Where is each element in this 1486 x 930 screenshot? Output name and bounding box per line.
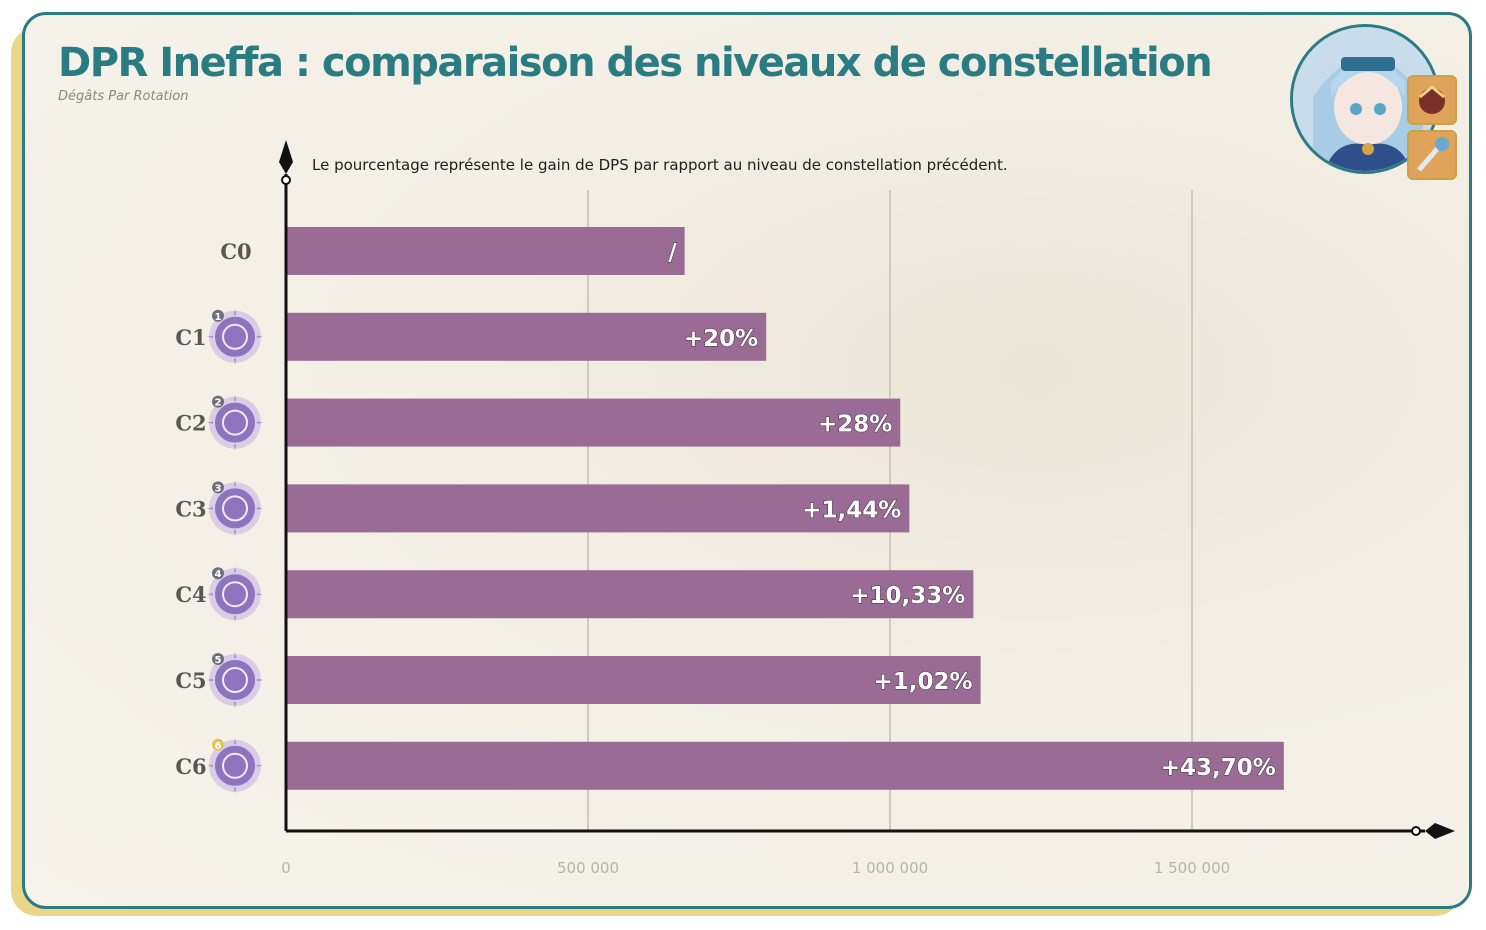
category-label: C4 xyxy=(175,582,206,607)
constellation-badge-number: 2 xyxy=(215,398,222,409)
x-axis-arrow-icon xyxy=(1425,823,1455,839)
category-label: C3 xyxy=(175,496,206,521)
bar xyxy=(286,312,767,361)
constellation-icon: 2 xyxy=(207,394,263,451)
constellation-icon-disc xyxy=(213,314,257,359)
x-tick-label: 0 xyxy=(281,859,291,877)
bar xyxy=(286,570,974,619)
chart-note: Le pourcentage représente le gain de DPS… xyxy=(312,156,1008,174)
constellation-icon-glyph xyxy=(222,667,248,693)
bar-value-label: +43,70% xyxy=(1161,755,1276,781)
constellation-icon-glyph xyxy=(222,752,248,779)
constellation-badge xyxy=(212,567,224,580)
bar xyxy=(286,656,981,704)
constellation-badge-number: 1 xyxy=(215,312,222,323)
constellation-icon-glyph xyxy=(222,495,248,522)
constellation-icon: 3 xyxy=(207,480,263,537)
bar-value-label: +28% xyxy=(818,412,892,438)
constellation-badge xyxy=(212,653,224,665)
chart-title: DPR Ineffa : comparaison des niveaux de … xyxy=(58,40,1213,86)
constellation-icon-disc xyxy=(213,572,257,617)
bar xyxy=(286,484,910,533)
constellation-badge-number: 5 xyxy=(215,655,222,666)
constellation-badge-number: 3 xyxy=(215,483,222,494)
constellation-badge xyxy=(212,309,224,322)
bar-value-label: / xyxy=(668,240,677,266)
bar xyxy=(286,227,685,275)
constellation-icon: 6 xyxy=(207,737,263,794)
chart-subtitle: Dégâts Par Rotation xyxy=(58,89,189,104)
constellation-icon-disc xyxy=(213,658,257,702)
constellation-badge xyxy=(212,481,224,494)
weapon-icon xyxy=(1407,130,1457,180)
constellation-icon: 5 xyxy=(207,652,263,708)
constellation-icon-disc xyxy=(213,400,257,445)
constellation-badge-number: 4 xyxy=(215,569,222,580)
constellation-icon-disc xyxy=(213,486,257,531)
artifact-icon xyxy=(1407,75,1457,125)
bar-value-label: +1,44% xyxy=(802,497,901,523)
category-label: C1 xyxy=(175,325,206,350)
constellation-icon-glyph xyxy=(222,409,248,436)
bar-value-label: +20% xyxy=(684,326,758,352)
constellation-icon: 4 xyxy=(207,566,263,623)
constellation-icon-disc xyxy=(213,743,257,788)
bar xyxy=(286,741,1284,790)
x-tick-label: 1 000 000 xyxy=(852,859,928,877)
bar-value-label: +1,02% xyxy=(874,669,973,695)
bar xyxy=(286,398,901,447)
x-tick-label: 1 500 000 xyxy=(1154,859,1230,877)
bar-value-label: +10,33% xyxy=(850,583,965,609)
category-label: C2 xyxy=(175,411,206,436)
constellation-badge xyxy=(212,395,224,408)
constellation-badge-number: 6 xyxy=(215,741,222,752)
category-label: C6 xyxy=(175,754,206,779)
category-label: C5 xyxy=(175,668,206,693)
constellation-badge xyxy=(212,738,224,751)
y-axis-arrow-icon xyxy=(279,140,293,174)
y-axis-ornament xyxy=(281,175,291,185)
category-label: C0 xyxy=(220,239,251,264)
constellation-icon-glyph xyxy=(222,323,248,350)
x-axis-ornament xyxy=(1411,826,1421,836)
constellation-icon-glyph xyxy=(222,581,248,608)
constellation-icon: 1 xyxy=(207,308,263,365)
x-tick-label: 500 000 xyxy=(557,859,619,877)
